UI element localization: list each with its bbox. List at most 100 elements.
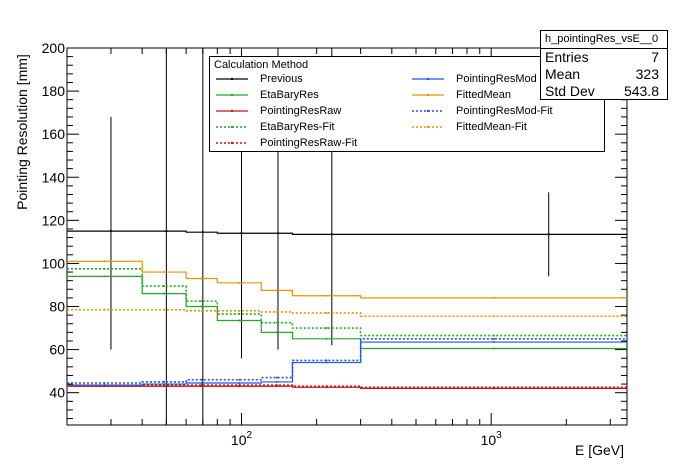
x-axis-label: E [GeV] (574, 442, 624, 458)
legend-label: PointingResMod-Fit (456, 105, 553, 117)
data-point (330, 233, 334, 236)
legend-swatch (412, 77, 444, 81)
data-point (163, 383, 166, 386)
data-point (325, 385, 328, 388)
data-point (238, 384, 241, 387)
data-point (200, 309, 203, 312)
x-tick-label: 103 (481, 430, 503, 448)
legend-swatch (412, 109, 444, 113)
data-point (238, 309, 241, 312)
legend-label: Previous (260, 73, 303, 85)
legend-swatch (216, 93, 248, 97)
data-point (492, 386, 495, 389)
series-fittedmean-line (67, 260, 627, 299)
y-tick-label: 120 (42, 212, 66, 228)
stats-row-stddev: Std Dev 543.8 (541, 83, 667, 100)
y-tick-label: 140 (42, 169, 66, 185)
data-point (325, 361, 328, 364)
stats-value: 543.8 (623, 83, 659, 99)
data-point (275, 331, 278, 334)
data-point (163, 292, 166, 295)
data-point (200, 381, 203, 384)
data-point (492, 337, 495, 340)
stats-row-entries: Entries 7 (541, 49, 667, 66)
data-point (275, 289, 278, 292)
data-point (275, 310, 278, 313)
stats-title: h_pointingRes_vsE__0 (541, 31, 667, 49)
stats-value: 7 (651, 49, 659, 65)
data-point (201, 230, 205, 234)
data-point (325, 337, 328, 340)
y-tick-label: 40 (49, 385, 65, 401)
data-point (325, 294, 328, 297)
legend-label: EtaBaryRes-Fit (260, 121, 335, 133)
data-point (163, 271, 166, 274)
series-previous-line (67, 230, 627, 235)
series-etabaryres-line (67, 275, 627, 350)
data-point (325, 311, 328, 314)
legend-label: PointingResRaw (260, 105, 342, 117)
data-point (103, 260, 106, 263)
data-point (200, 384, 203, 387)
x-tick-label: 102 (231, 430, 253, 448)
data-point (103, 275, 106, 278)
legend-label: FittedMean (456, 89, 512, 101)
data-point (492, 296, 495, 299)
series-fittedmean-fit-line (67, 308, 627, 318)
legend-header: Calculation Method (214, 59, 309, 71)
series-pointingresmod-line (67, 341, 627, 386)
data-point (103, 384, 106, 387)
data-point (275, 384, 278, 387)
y-tick-label: 80 (49, 299, 65, 315)
legend-swatch (216, 141, 248, 145)
data-point (325, 359, 328, 362)
data-point (275, 321, 278, 324)
data-point (276, 232, 280, 235)
legend: Calculation Method Previous EtaBaryRes Poi… (209, 56, 605, 152)
legend-label: FittedMean-Fit (456, 121, 527, 133)
legend-swatch (216, 77, 248, 81)
stats-row-mean: Mean 323 (541, 66, 667, 83)
y-tick-label: 160 (42, 126, 66, 142)
data-point (165, 229, 168, 233)
stats-label: Entries (545, 49, 589, 65)
series-pointingresmod-fit-line (67, 338, 627, 384)
data-point (325, 327, 328, 330)
y-axis-label-text: Pointing Resolution [mm] (14, 54, 30, 210)
plot-frame (66, 47, 628, 426)
stats-box: h_pointingRes_vsE__0 Entries 7 Mean 323 … (540, 30, 668, 100)
data-point (238, 313, 241, 316)
data-point (200, 305, 203, 308)
data-point (109, 229, 113, 233)
data-point (492, 341, 495, 344)
data-point (492, 315, 495, 318)
y-tick-label: 100 (42, 255, 66, 271)
data-point (240, 232, 243, 235)
data-point (238, 378, 241, 381)
data-point (163, 308, 166, 311)
data-point (163, 380, 166, 383)
data-point (238, 319, 241, 322)
data-point (275, 380, 278, 383)
y-tick-label: 200 (42, 40, 66, 56)
legend-swatch (216, 125, 248, 129)
data-point (492, 334, 495, 337)
y-tick-label: 60 (49, 342, 65, 358)
data-point (200, 300, 203, 303)
data-point (238, 381, 241, 384)
data-point (103, 308, 106, 311)
data-point (238, 281, 241, 284)
legend-swatch (216, 109, 248, 113)
y-tick-label: 180 (42, 83, 66, 99)
series-etabaryres-fit-line (67, 268, 627, 337)
legend-swatch (412, 125, 444, 129)
stats-label: Std Dev (545, 83, 595, 99)
data-point (200, 378, 203, 381)
data-point (103, 267, 106, 270)
legend-label: PointingResMod (456, 73, 537, 85)
legend-label: EtaBaryRes (260, 89, 319, 101)
stats-value: 323 (635, 66, 659, 82)
data-point (275, 376, 278, 379)
data-point (492, 347, 495, 350)
